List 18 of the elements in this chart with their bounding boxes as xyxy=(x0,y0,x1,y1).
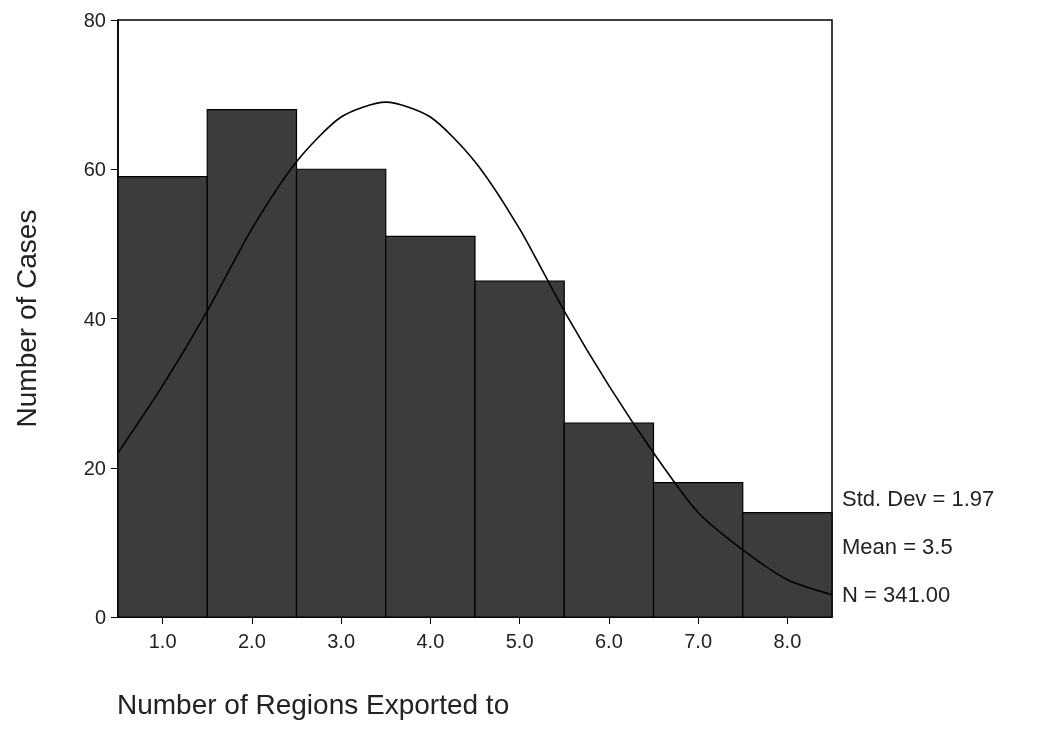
y-tick-label: 80 xyxy=(83,9,106,31)
x-axis-title: Number of Regions Exported to xyxy=(117,688,510,720)
y-tick-label: 0 xyxy=(94,606,106,628)
y-tick-label: 20 xyxy=(83,456,106,479)
y-axis-title: Number of Cases xyxy=(10,209,42,428)
x-tick-label: 6.0 xyxy=(594,630,623,652)
x-tick-label: 4.0 xyxy=(416,630,445,652)
text: Std. Dev = 1.97 xyxy=(842,485,995,511)
x-tick-label: 3.0 xyxy=(327,630,356,652)
y-tick-label: 60 xyxy=(83,158,106,181)
x-tick-label: 7.0 xyxy=(684,630,713,652)
text: N = 341.00 xyxy=(842,581,951,607)
x-tick-label: 1.0 xyxy=(148,630,177,652)
x-tick-label: 5.0 xyxy=(505,630,534,652)
x-tick-label: 2.0 xyxy=(237,630,266,652)
x-tick-label: 8.0 xyxy=(773,630,802,652)
text: Mean = 3.5 xyxy=(842,533,953,559)
y-tick-label: 40 xyxy=(83,307,106,330)
